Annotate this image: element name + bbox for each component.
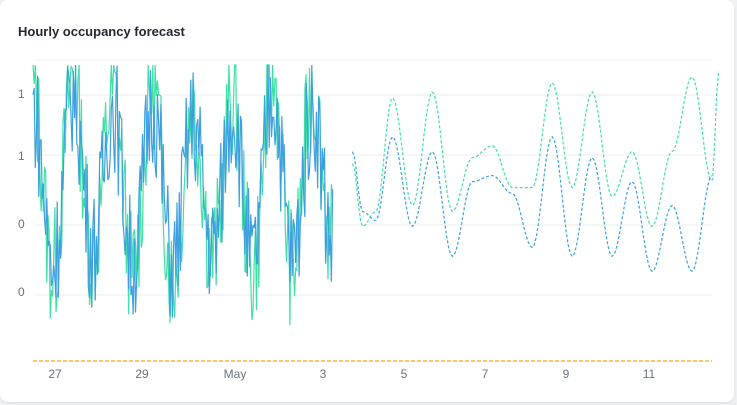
series-line-0 [32,64,334,326]
y-ticks: 1 1 0 0 [18,87,25,299]
y-tick-label: 0 [18,217,25,231]
x-ticks: 27 29 May 3 5 7 9 11 [48,367,655,381]
y-tick-label: 0 [18,285,25,299]
x-tick-label: 3 [320,367,327,381]
x-tick-label: 7 [482,367,489,381]
x-tick-label: 9 [563,367,570,381]
y-tick-label: 1 [18,149,25,163]
series-line-2 [351,70,720,228]
x-tick-label: 27 [48,367,62,381]
chart-title: Hourly occupancy forecast [18,24,185,39]
series-line-3 [351,135,713,273]
x-tick-label: 11 [643,367,656,381]
series-layer [32,64,720,362]
x-tick-label: 29 [135,367,149,381]
x-tick-label: 5 [401,367,408,381]
x-tick-label: May [224,367,247,381]
y-tick-label: 1 [18,87,25,101]
series-line-1 [32,64,334,318]
